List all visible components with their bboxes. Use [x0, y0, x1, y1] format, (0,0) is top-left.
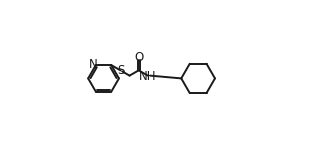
- Text: S: S: [117, 64, 124, 77]
- Text: NH: NH: [140, 70, 157, 83]
- Text: O: O: [134, 51, 143, 64]
- Text: N: N: [89, 58, 98, 71]
